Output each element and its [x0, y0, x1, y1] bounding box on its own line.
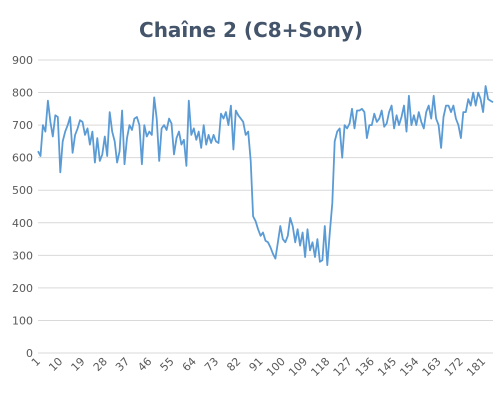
- x-tick-label: 163: [420, 355, 444, 379]
- x-tick-label: 172: [442, 355, 466, 379]
- y-tick-label: 800: [12, 87, 33, 100]
- x-tick-label: 136: [353, 355, 377, 379]
- x-axis: 1 10 19 28 37 46 55 64 73 82 911001091181271361451…: [29, 355, 488, 379]
- chart-title: Chaîne 2 (C8+Sony): [139, 18, 363, 42]
- x-tick-label: 28: [91, 355, 110, 374]
- x-tick-label: 118: [308, 355, 332, 379]
- x-tick-label: 100: [264, 355, 288, 379]
- y-tick-label: 400: [12, 217, 33, 230]
- x-tick-label: 10: [46, 355, 65, 374]
- x-tick-label: 46: [135, 355, 154, 374]
- y-tick-label: 700: [12, 119, 33, 132]
- y-tick-label: 200: [12, 282, 33, 295]
- y-tick-label: 600: [12, 152, 33, 165]
- x-tick-label: 37: [113, 355, 132, 374]
- x-tick-label: 91: [247, 355, 266, 374]
- grid-lines: [38, 59, 493, 354]
- series-line: [37, 85, 494, 267]
- y-tick-label: 300: [12, 249, 33, 262]
- y-tick-label: 100: [12, 314, 33, 327]
- y-tick-label: 900: [12, 54, 33, 67]
- series-layer: [37, 85, 494, 267]
- x-tick-label: 82: [224, 355, 243, 374]
- y-tick-label: 500: [12, 184, 33, 197]
- x-tick-label: 154: [397, 355, 421, 379]
- x-tick-label: 109: [286, 355, 310, 379]
- y-tick-label: 0: [26, 347, 33, 360]
- x-tick-label: 1: [29, 355, 43, 369]
- x-tick-label: 19: [69, 355, 88, 374]
- x-tick-label: 73: [202, 355, 221, 374]
- x-tick-label: 145: [375, 355, 399, 379]
- x-tick-label: 64: [180, 355, 199, 374]
- y-axis: 0 100 200 300 400 500 600 700 800 900: [12, 54, 33, 360]
- x-tick-label: 181: [464, 355, 488, 379]
- x-tick-label: 55: [158, 355, 177, 374]
- x-tick-label: 127: [331, 355, 355, 379]
